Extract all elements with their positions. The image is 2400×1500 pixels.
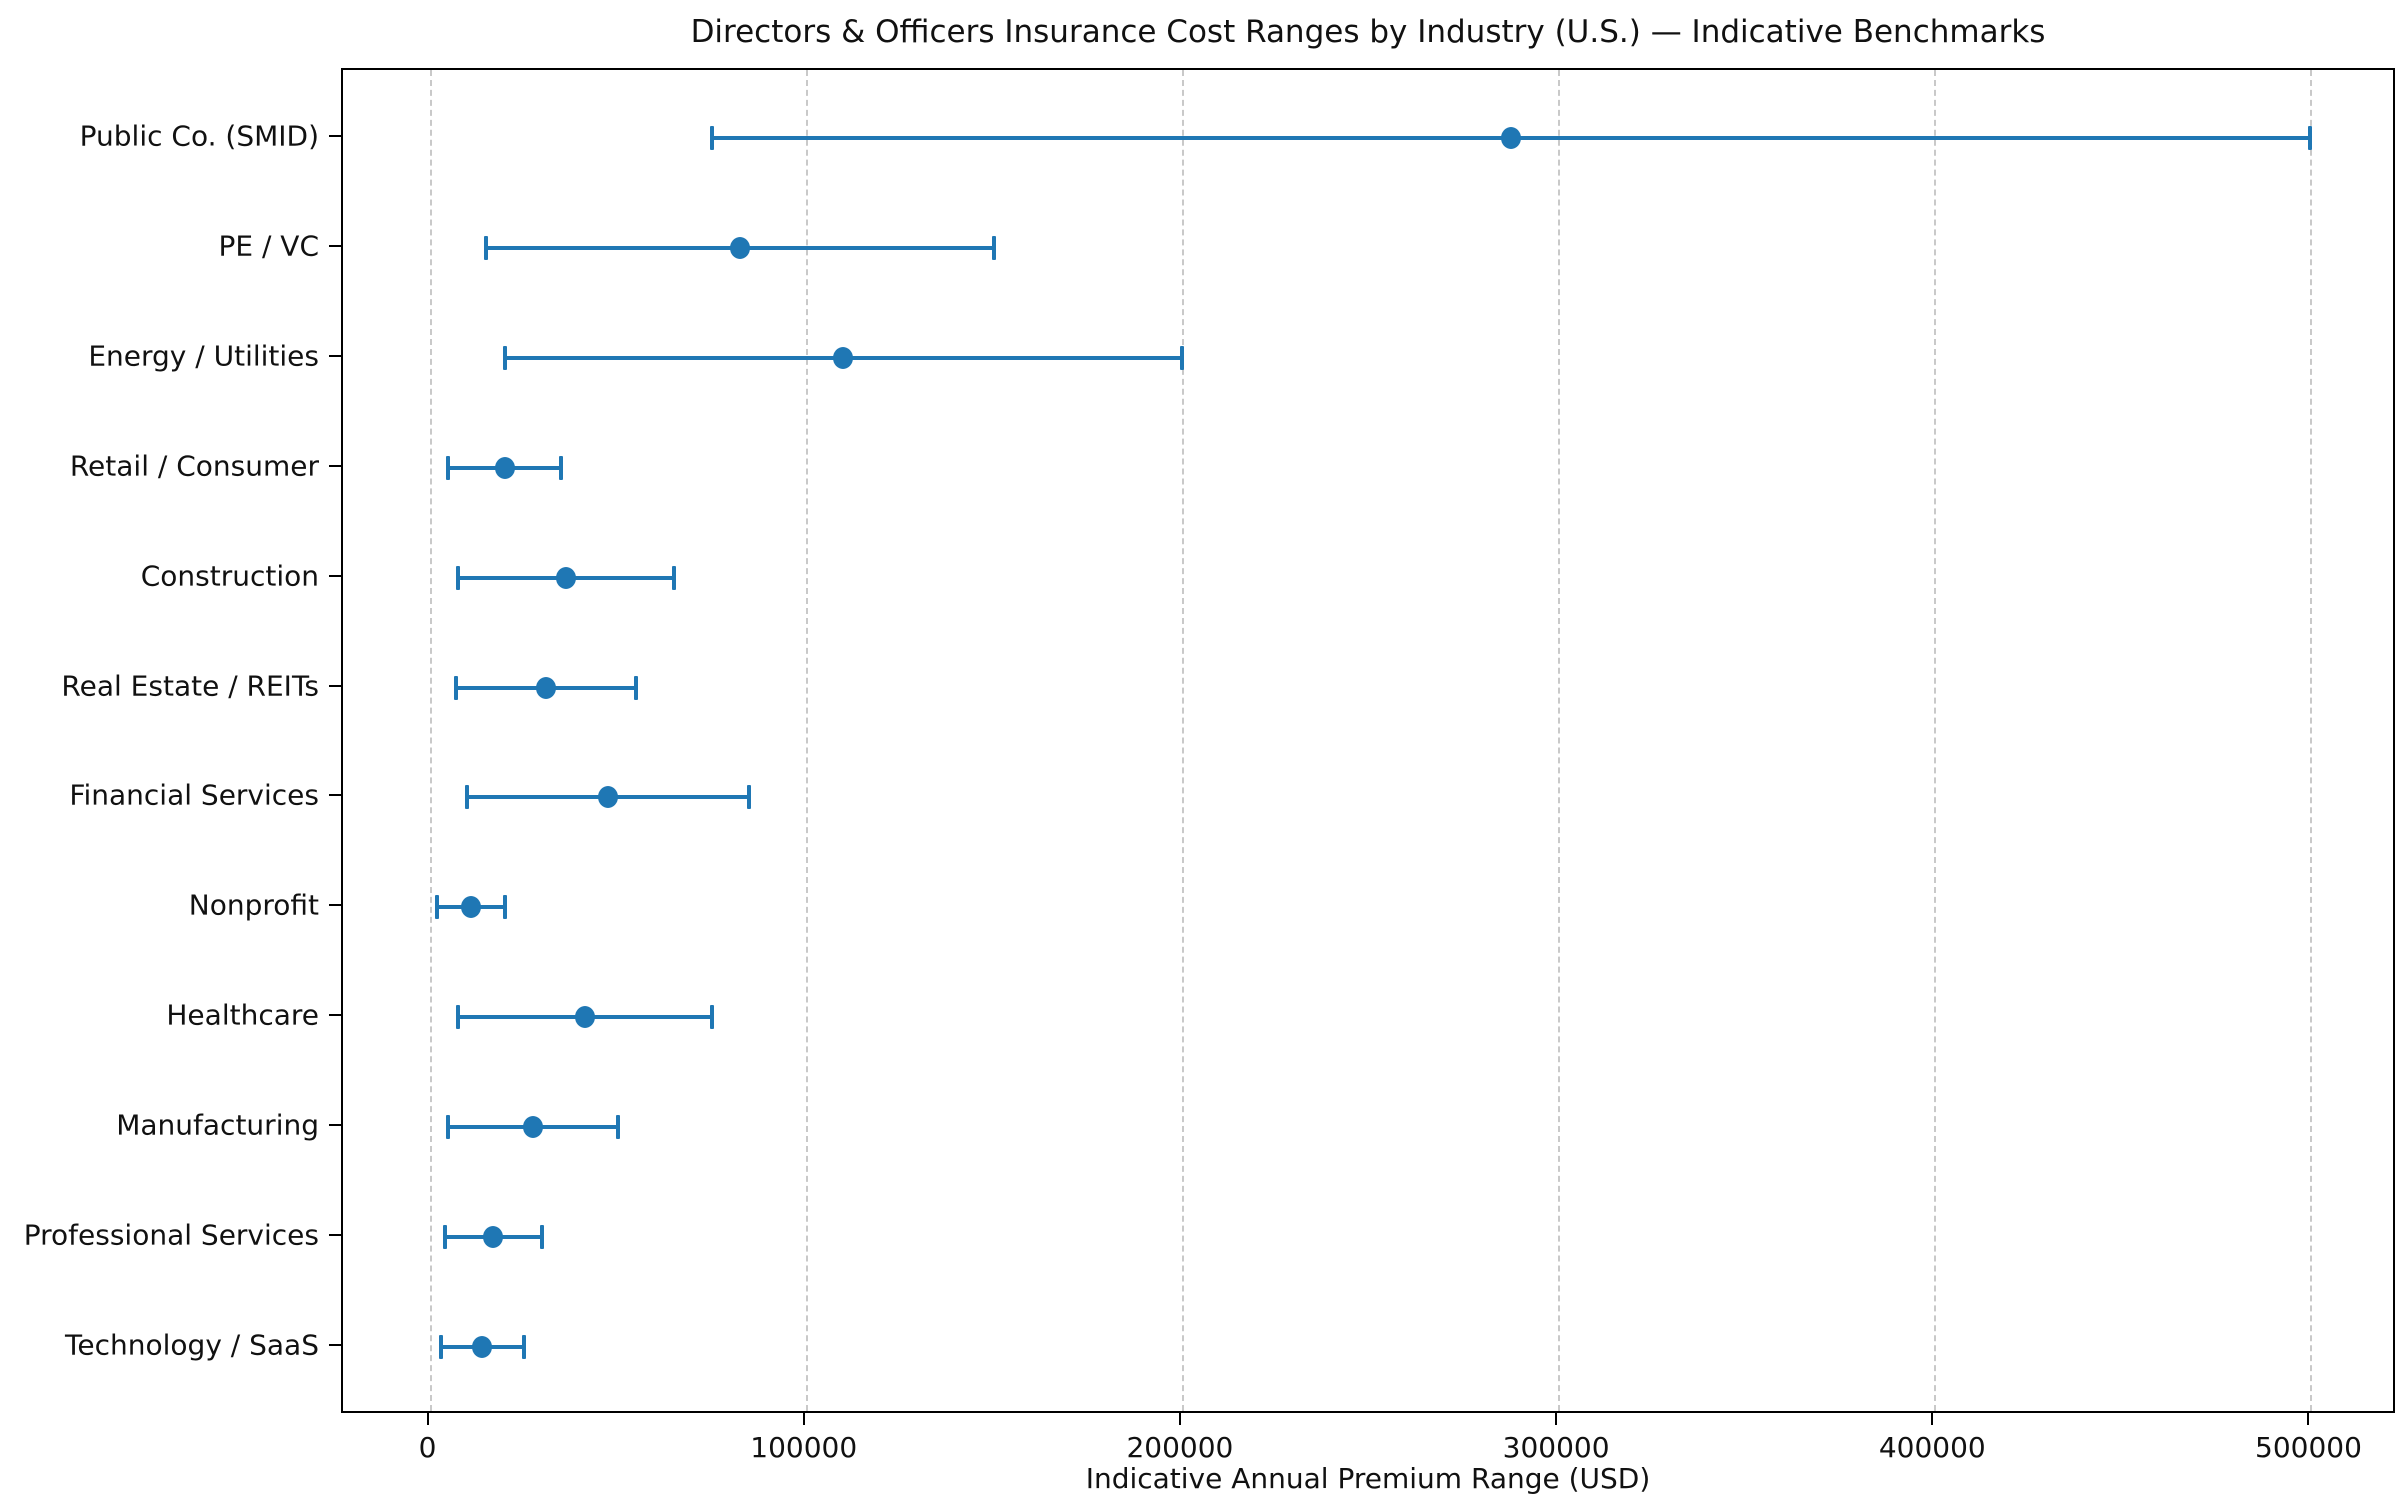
midpoint-marker bbox=[536, 676, 557, 699]
min-cap bbox=[465, 785, 470, 810]
y-category-label: Manufacturing bbox=[116, 1108, 319, 1142]
min-cap bbox=[455, 1005, 460, 1030]
min-cap bbox=[442, 1225, 447, 1250]
midpoint-marker bbox=[729, 236, 750, 259]
x-axis-label: Indicative Annual Premium Range (USD) bbox=[1085, 1462, 1651, 1495]
y-tick-mark bbox=[329, 574, 341, 577]
min-cap bbox=[446, 1115, 451, 1140]
min-cap bbox=[455, 565, 460, 590]
y-category-label: Public Co. (SMID) bbox=[79, 119, 319, 153]
x-tick-mark bbox=[1931, 1413, 1934, 1425]
midpoint-marker bbox=[494, 456, 515, 479]
min-cap bbox=[483, 235, 488, 260]
y-category-label: Financial Services bbox=[69, 778, 319, 812]
y-tick-mark bbox=[329, 684, 341, 687]
x-tick-label: 200000 bbox=[1126, 1431, 1234, 1464]
y-category-label: Real Estate / REITs bbox=[61, 669, 319, 703]
max-cap bbox=[2308, 126, 2313, 150]
y-tick-mark bbox=[329, 1014, 341, 1017]
y-tick-mark bbox=[329, 1344, 341, 1346]
y-category-label: Professional Services bbox=[23, 1218, 319, 1252]
grid-line bbox=[2310, 70, 2313, 1411]
max-cap bbox=[540, 1225, 545, 1250]
max-cap bbox=[747, 785, 752, 810]
x-tick-mark bbox=[802, 1413, 805, 1425]
y-category-label: Nonprofit bbox=[188, 888, 319, 922]
max-cap bbox=[502, 895, 507, 920]
max-cap bbox=[559, 455, 564, 480]
y-tick-mark bbox=[329, 244, 341, 247]
x-tick-mark bbox=[1555, 1413, 1558, 1425]
plot-area bbox=[341, 68, 2395, 1413]
midpoint-marker bbox=[598, 786, 619, 809]
y-category-label: PE / VC bbox=[218, 229, 319, 263]
x-tick-label: 100000 bbox=[750, 1431, 858, 1464]
max-cap bbox=[672, 565, 677, 590]
chart-title: Directors & Officers Insurance Cost Rang… bbox=[690, 14, 2046, 50]
min-cap bbox=[453, 675, 458, 700]
midpoint-marker bbox=[555, 566, 576, 589]
max-cap bbox=[615, 1115, 620, 1140]
x-tick-mark bbox=[1178, 1413, 1181, 1425]
y-category-label: Construction bbox=[140, 559, 319, 593]
midpoint-marker bbox=[574, 1006, 595, 1029]
grid-line bbox=[1558, 70, 1561, 1411]
y-tick-mark bbox=[329, 794, 341, 797]
max-cap bbox=[521, 1335, 526, 1359]
max-cap bbox=[634, 675, 639, 700]
x-tick-label: 500000 bbox=[2255, 1431, 2362, 1464]
midpoint-marker bbox=[522, 1116, 543, 1139]
x-tick-mark bbox=[2307, 1413, 2310, 1425]
x-tick-label: 400000 bbox=[1878, 1431, 1986, 1464]
y-tick-mark bbox=[329, 354, 341, 357]
min-cap bbox=[438, 1335, 443, 1359]
y-category-label: Healthcare bbox=[166, 998, 319, 1032]
max-cap bbox=[709, 1005, 714, 1030]
grid-line bbox=[1934, 70, 1937, 1411]
grid-line bbox=[805, 70, 808, 1411]
x-tick-label: 0 bbox=[418, 1431, 437, 1464]
max-cap bbox=[1179, 345, 1184, 370]
y-tick-mark bbox=[329, 1234, 341, 1237]
y-category-label: Retail / Consumer bbox=[69, 449, 319, 483]
y-tick-mark bbox=[329, 464, 341, 467]
y-tick-mark bbox=[329, 135, 341, 137]
min-cap bbox=[435, 895, 440, 920]
x-tick-label: 300000 bbox=[1502, 1431, 1610, 1464]
grid-line bbox=[429, 70, 432, 1411]
max-cap bbox=[991, 235, 996, 260]
midpoint-marker bbox=[472, 1336, 493, 1358]
midpoint-marker bbox=[833, 346, 854, 369]
midpoint-marker bbox=[460, 896, 481, 919]
y-category-label: Technology / SaaS bbox=[65, 1328, 319, 1362]
min-cap bbox=[446, 455, 451, 480]
y-tick-mark bbox=[329, 1124, 341, 1127]
y-tick-mark bbox=[329, 904, 341, 907]
grid-line bbox=[1181, 70, 1184, 1411]
x-tick-mark bbox=[426, 1413, 429, 1425]
y-category-label: Energy / Utilities bbox=[88, 339, 319, 373]
min-cap bbox=[709, 126, 714, 150]
midpoint-marker bbox=[483, 1226, 504, 1249]
min-cap bbox=[502, 345, 507, 370]
midpoint-marker bbox=[1501, 127, 1522, 149]
